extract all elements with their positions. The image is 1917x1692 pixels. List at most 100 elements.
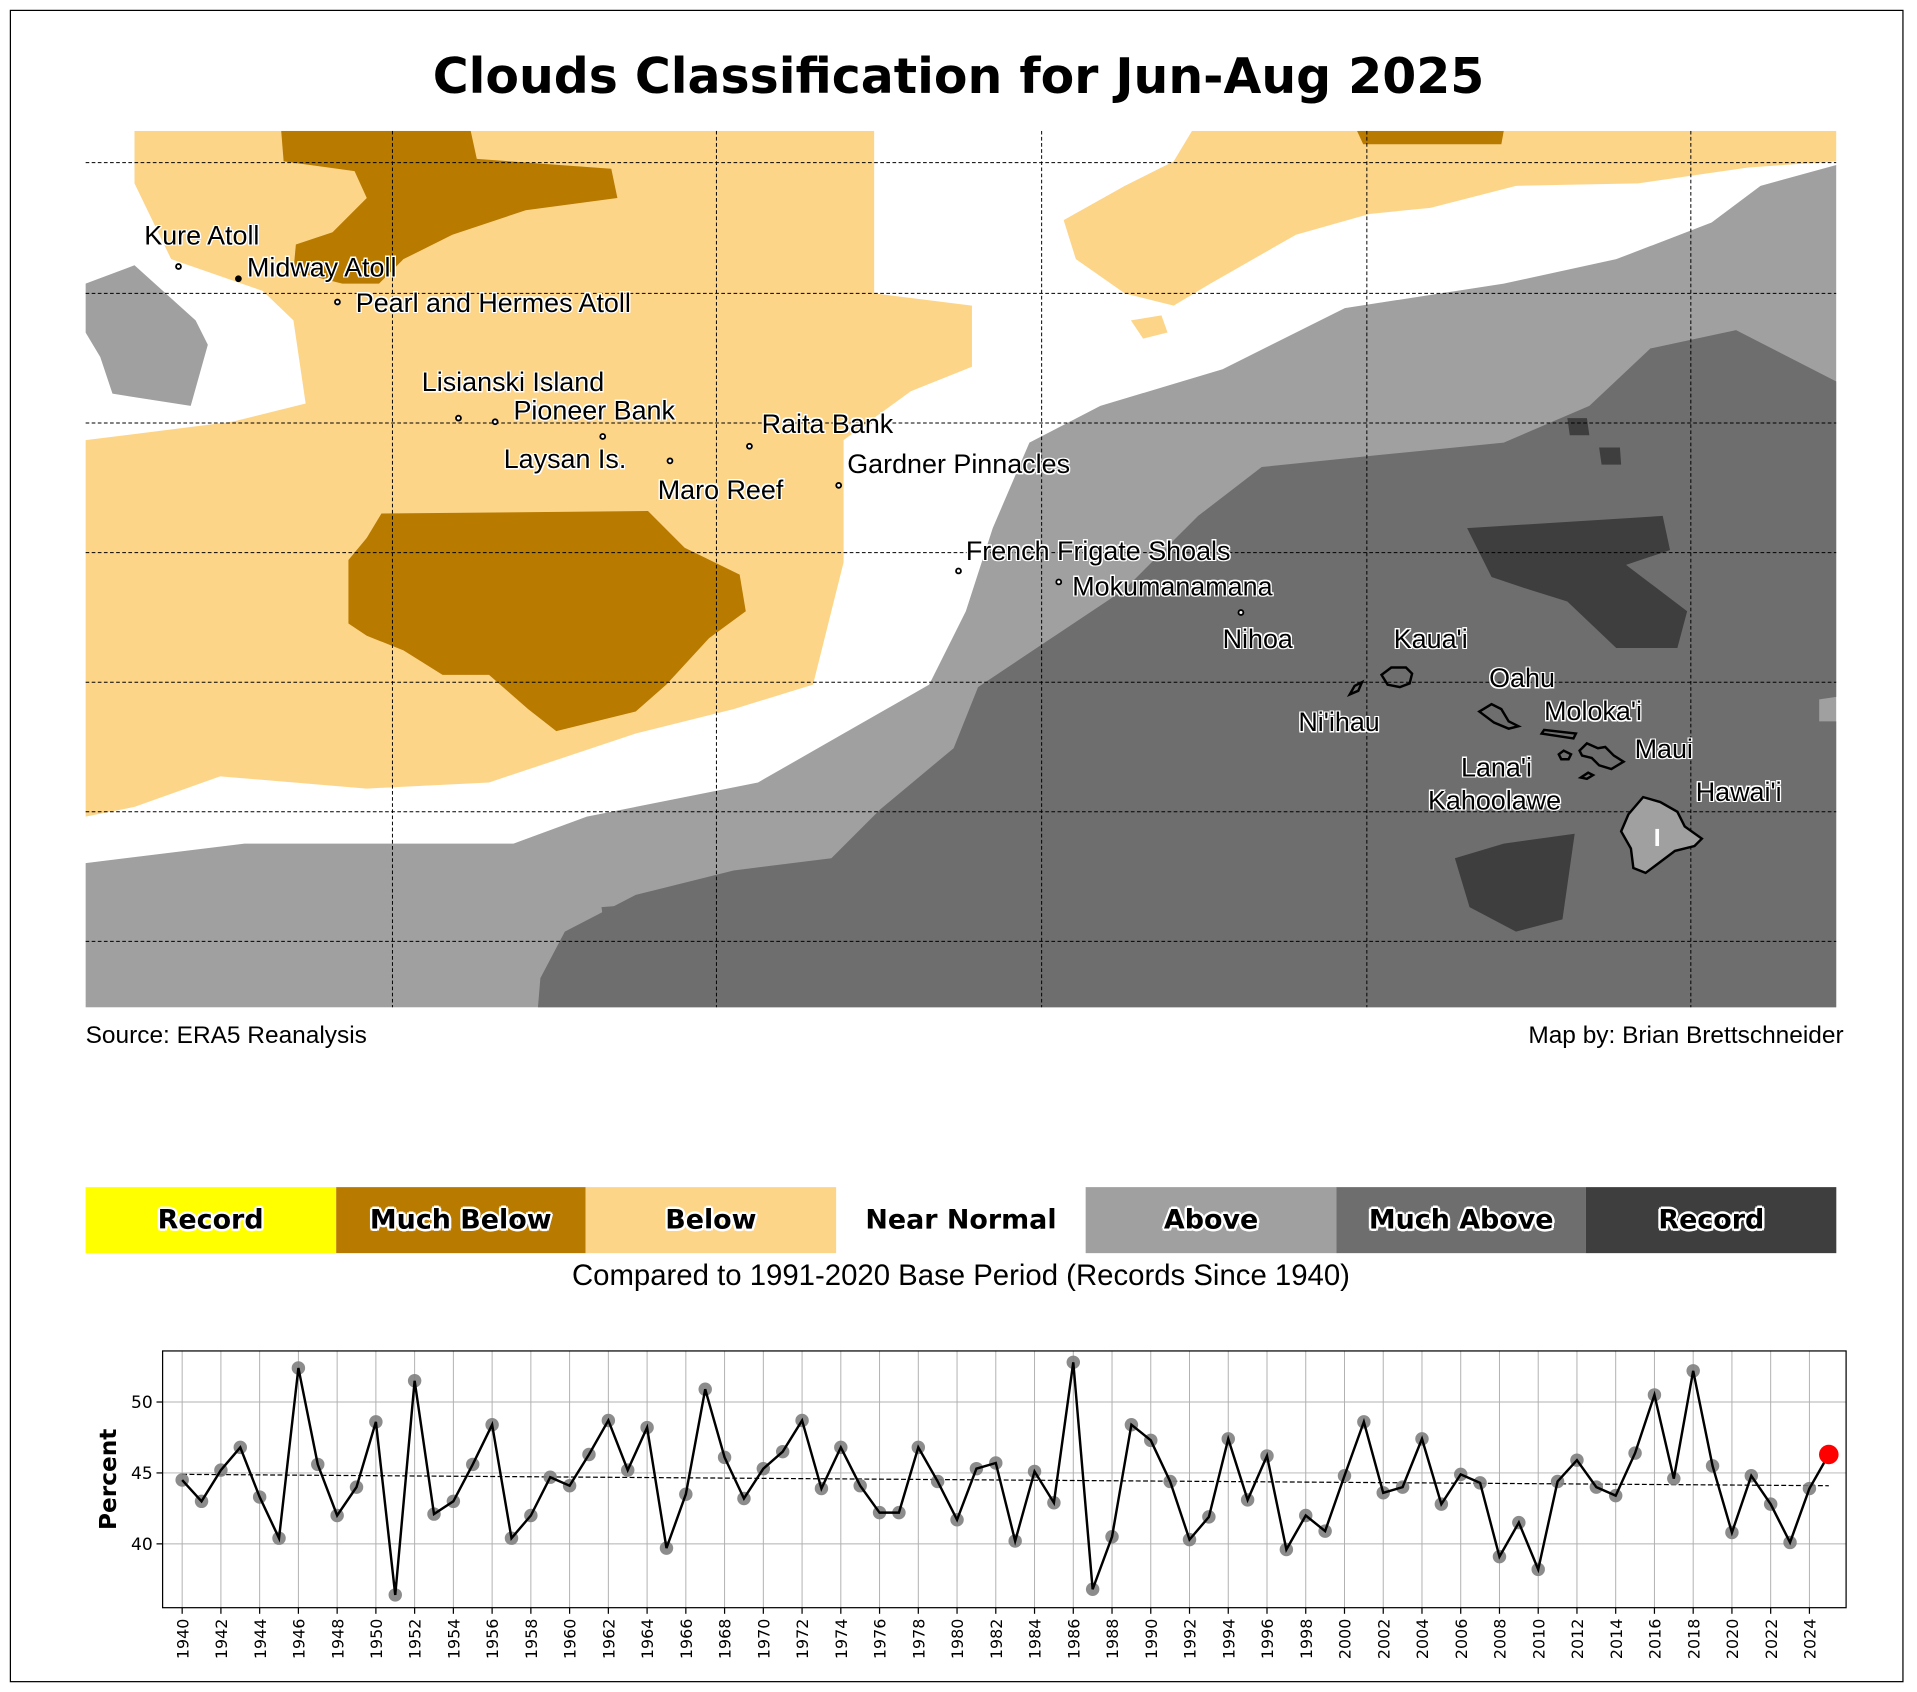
site-label-midway: Midway Atoll <box>246 251 397 283</box>
graticule <box>85 130 1837 1008</box>
record-above-region-north <box>1467 515 1688 648</box>
x-tick-label: 2010 <box>1529 1619 1548 1659</box>
below-spot <box>1130 315 1168 339</box>
site-label-oahu: Oahu <box>1489 662 1555 694</box>
site-label-maui: Maui <box>1634 733 1693 765</box>
legend-much-above: Much Above <box>1336 1187 1587 1254</box>
x-tick-label: 2014 <box>1607 1619 1626 1659</box>
x-tick-label: 1974 <box>832 1619 851 1659</box>
category-legend: Record Much Below Below Near Normal Abov… <box>85 1187 1837 1254</box>
x-tick-label: 1964 <box>638 1619 657 1659</box>
x-tick-label: 2002 <box>1374 1619 1393 1659</box>
legend-label: Record <box>157 1204 264 1236</box>
x-tick-label: 1962 <box>599 1619 618 1659</box>
x-tick-label: 1972 <box>793 1619 812 1659</box>
y-tick-label: 40 <box>131 1535 153 1555</box>
x-tick-label: 1950 <box>367 1619 386 1659</box>
legend-label: Near Normal <box>865 1204 1057 1236</box>
site-label-french-frigate: French Frigate Shoals <box>965 535 1231 567</box>
site-label-molokai: Moloka'i <box>1544 695 1642 727</box>
x-tick-label: 1996 <box>1258 1619 1277 1659</box>
kahoolawe-outline <box>1577 771 1596 781</box>
legend-record-high: Record <box>1586 1187 1837 1254</box>
legend-label: Much Above <box>1368 1204 1554 1236</box>
much-below-region-north <box>281 130 618 284</box>
x-tick-label: 2024 <box>1801 1619 1820 1659</box>
site-label-pioneer-bank: Pioneer Bank <box>513 394 675 426</box>
site-label-lisianski: Lisianski Island <box>421 366 605 398</box>
series-line <box>181 1362 1830 1596</box>
figure-border <box>9 9 1904 1683</box>
source-note: Source: ERA5 Reanalysis <box>85 1022 367 1049</box>
record-above-spot <box>1567 418 1590 436</box>
site-label-niihau: Ni'ihau <box>1298 706 1380 738</box>
x-tick-label: 1946 <box>290 1619 309 1659</box>
much-below-region-central <box>348 511 746 732</box>
timeseries-chart: 1940 1942 1944 1946 1948 1950 1952 1954 1956 1958… <box>95 1350 1847 1659</box>
x-tick-label: 1944 <box>251 1619 270 1659</box>
x-tick-label: 1982 <box>987 1619 1006 1659</box>
legend-above: Above <box>1086 1187 1337 1254</box>
site-label-hawaii: Hawai'i <box>1695 776 1782 807</box>
hawaii-island <box>1619 795 1704 875</box>
plot-frame <box>161 1350 1847 1609</box>
niihau-outline <box>1346 679 1365 697</box>
x-tick-label: 1960 <box>561 1619 580 1659</box>
x-tick-label: 1984 <box>1026 1619 1045 1659</box>
site-label-lanai: Lana'i <box>1460 751 1532 783</box>
x-tick-label: 1958 <box>522 1619 541 1659</box>
legend-much-below: Much Below <box>335 1187 586 1254</box>
x-tick-label: 1956 <box>483 1619 502 1659</box>
x-tick-label: 1998 <box>1297 1619 1316 1659</box>
site-label-nihoa: Nihoa <box>1222 623 1293 655</box>
kauai-outline <box>1379 666 1414 689</box>
x-tick-label: 2006 <box>1452 1619 1471 1659</box>
legend-near-normal: Near Normal <box>835 1187 1087 1254</box>
molokai-outline <box>1539 728 1578 740</box>
x-tick-label: 1986 <box>1064 1619 1083 1659</box>
x-tick-label: 1990 <box>1142 1619 1161 1659</box>
x-tick-label: 1970 <box>754 1619 773 1659</box>
x-tick-label: 2004 <box>1413 1619 1432 1659</box>
x-tick-label: 2000 <box>1336 1619 1355 1659</box>
x-tick-label: 1978 <box>909 1619 928 1659</box>
y-tick-label: 45 <box>131 1464 153 1484</box>
x-tick-label: 1940 <box>173 1619 192 1659</box>
x-tick-label: 1952 <box>406 1619 425 1659</box>
legend-label: Record <box>1658 1204 1765 1236</box>
x-tick-label: 1980 <box>948 1619 967 1659</box>
much-below-region-top-right <box>1357 130 1504 145</box>
x-tick-label: 1966 <box>677 1619 696 1659</box>
legend-label: Above <box>1163 1204 1259 1236</box>
x-tick-label: 1988 <box>1103 1619 1122 1659</box>
x-tick-label: 2020 <box>1723 1619 1742 1659</box>
anomaly-map <box>85 130 1837 1008</box>
maui-outline <box>1578 741 1626 771</box>
site-label-pearl-hermes: Pearl and Hermes Atoll <box>355 287 631 318</box>
much-above-region <box>537 330 1837 1008</box>
record-above-spot <box>1599 447 1622 465</box>
site-markers <box>175 263 1245 616</box>
lanai-outline <box>1557 749 1573 761</box>
oahu-outline <box>1477 702 1522 730</box>
x-tick-label: 2008 <box>1491 1619 1510 1659</box>
site-label-mokumanamana: Mokumanamana <box>1072 570 1273 602</box>
site-label-gardner: Gardner Pinnacles <box>847 448 1071 480</box>
site-label-kauai: Kaua'i <box>1393 623 1468 655</box>
page-title: Clouds Classification for Jun-Aug 2025 <box>432 48 1485 106</box>
below-region-north <box>1063 130 1837 306</box>
y-axis-label: Percent <box>95 1429 122 1530</box>
x-tick-label: 2016 <box>1646 1619 1665 1659</box>
legend-below: Below <box>585 1187 836 1254</box>
x-tick-label: 1948 <box>328 1619 347 1659</box>
above-region-west <box>85 265 208 406</box>
legend-caption: Compared to 1991-2020 Base Period (Recor… <box>571 1259 1350 1293</box>
hawaii-summit-mark <box>1655 828 1660 847</box>
site-label-kahoolawe: Kahoolawe <box>1427 784 1562 816</box>
site-label-raita-bank: Raita Bank <box>761 408 894 439</box>
site-label-kure: Kure Atoll <box>144 220 260 251</box>
x-tick-label: 2022 <box>1762 1619 1781 1659</box>
legend-record-low: Record <box>85 1187 336 1254</box>
y-tick-label: 50 <box>131 1393 153 1413</box>
